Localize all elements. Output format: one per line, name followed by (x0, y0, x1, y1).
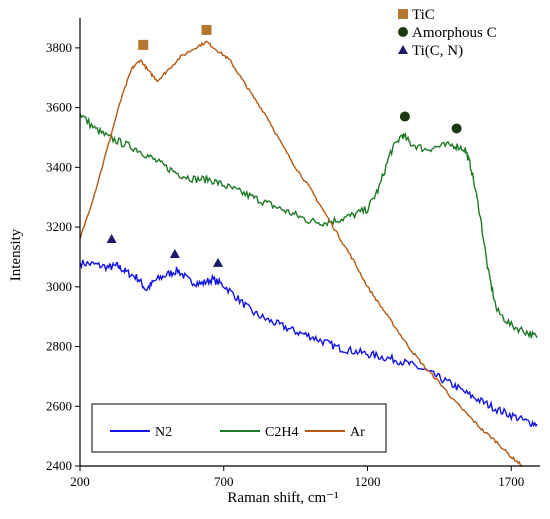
marker-legend-symbol-triangle (398, 45, 408, 54)
y-tick-label: 3800 (46, 40, 72, 55)
y-tick-label: 3600 (46, 100, 72, 115)
y-tick-label: 3400 (46, 159, 72, 174)
series-line-ar (79, 40, 523, 467)
x-axis-title: Raman shift, cm⁻¹ (227, 490, 338, 506)
peak-marker-circle (451, 123, 462, 134)
y-axis-title: Intensity (8, 228, 24, 281)
peak-marker-square (138, 39, 149, 50)
marker-legend: TiC Amorphous C Ti(C, N) (398, 7, 497, 59)
marker-legend-symbol-square (398, 9, 408, 19)
y-tick-label: 2600 (46, 398, 72, 413)
peak-marker-circle (399, 111, 410, 122)
y-tick-label: 2800 (46, 339, 72, 354)
axes: 2400 2600 2800 3000 3200 3400 3600 3800 200 700 12… (46, 18, 540, 489)
series-line-n2 (79, 259, 538, 428)
series-lines (79, 40, 538, 467)
marker-legend-symbol-circle (398, 27, 408, 37)
peak-marker-triangle (169, 248, 180, 258)
legend-label-ar: Ar (350, 425, 365, 440)
peak-marker-square (201, 24, 212, 35)
x-tick-label: 200 (70, 474, 90, 489)
marker-legend-label: Amorphous C (412, 25, 497, 41)
legend-label-c2h4: C2H4 (265, 425, 298, 440)
y-tick-label: 3200 (46, 219, 72, 234)
peak-markers (106, 24, 462, 267)
y-tick-label: 3000 (46, 279, 72, 294)
series-legend-box (91, 403, 387, 453)
peak-marker-triangle (106, 234, 117, 244)
marker-legend-label: TiC (412, 7, 435, 23)
x-tick-label: 700 (214, 474, 234, 489)
y-tick-label: 2400 (46, 458, 72, 473)
series-line-c2h4 (79, 113, 538, 339)
legend-label-n2: N2 (155, 425, 172, 440)
x-tick-label: 1200 (355, 474, 381, 489)
x-tick-label: 1700 (498, 474, 524, 489)
marker-legend-label: Ti(C, N) (412, 43, 463, 59)
series-legend: N2 C2H4 Ar (91, 403, 387, 453)
peak-marker-triangle (213, 257, 223, 267)
